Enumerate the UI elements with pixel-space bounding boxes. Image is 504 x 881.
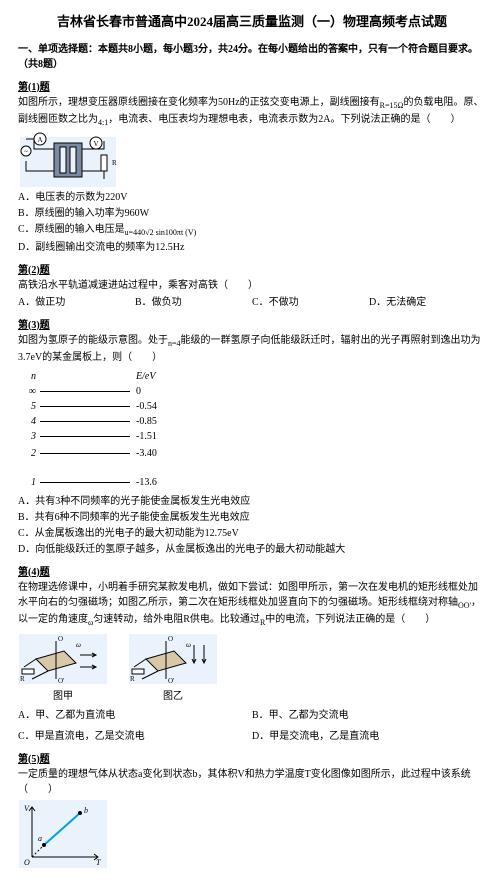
q3-opt-d: D．向低能级跃迁的氢原子越多，从金属板逸出的光电子的最大初动能越大 (18, 542, 486, 557)
q1-figure: A ~ V R (18, 131, 486, 189)
level-e: -0.54 (136, 399, 157, 414)
level-n: 1 (18, 475, 36, 490)
q1-text-a: 如图所示，理想变压器原线圈接在变化频率为50Hz的正弦交变电源上，副线圈接有 (18, 97, 380, 108)
q3-head-n: n (18, 369, 36, 384)
svg-text:O': O' (168, 677, 174, 685)
svg-text:O: O (24, 858, 30, 867)
q2-body: 高铁沿水平轨道减速进站过程中，乘客对高铁（ ） (18, 278, 486, 293)
svg-text:b: b (84, 806, 88, 815)
q4-figure-2: O O' ω R 图乙 (128, 633, 218, 704)
energy-level: ∞0 (18, 384, 486, 399)
q4-opt-c: C．甲是直流电，乙是交流电 (18, 729, 252, 744)
q2-opt-a: A．做正功 (18, 295, 135, 310)
q4-caption-1: 图甲 (18, 689, 108, 704)
q1-opt-a: A．电压表的示数为220V (18, 190, 486, 205)
q2-options: A．做正功 B．做负功 C．不做功 D．无法确定 (18, 295, 486, 310)
level-n: 5 (18, 399, 36, 414)
q3-opt-a: A．共有3种不同频率的光子能使金属板发生光电效应 (18, 494, 486, 509)
q1-label: 第(1)题 (18, 80, 486, 95)
level-e: -3.40 (136, 446, 157, 461)
q4-options-row2: C．甲是直流电，乙是交流电 D．甲是交流电，乙是直流电 (18, 729, 486, 744)
q4-label: 第(4)题 (18, 565, 486, 580)
svg-text:R: R (130, 675, 135, 683)
svg-text:R: R (20, 675, 25, 683)
level-n: 3 (18, 429, 36, 444)
svg-text:O: O (58, 635, 63, 643)
svg-text:R: R (112, 159, 117, 167)
q1-opt-c-formula: u=440√2 sin100πt (V) (125, 228, 197, 237)
level-e: -0.85 (136, 414, 157, 429)
svg-text:T: T (96, 858, 101, 867)
svg-text:~: ~ (24, 148, 28, 156)
section-header: 一、单项选择题：本题共8小题，每小题3分，共24分。在每小题给出的答案中，只有一… (18, 42, 486, 72)
q4-figures: O O' ω R 图甲 O O' ω R (18, 633, 486, 704)
q3-opt-b: B．共有6种不同频率的光子能使金属板发生光电效应 (18, 510, 486, 525)
q4-opt-b: B．甲、乙都为交流电 (252, 708, 486, 723)
q3-energy-diagram: n E/eV ∞0 5-0.54 4-0.85 3-1.51 2-3.40 1-… (18, 369, 486, 490)
q1-opt-c: C．原线圈的输入电压是u=440√2 sin100πt (V) (18, 222, 486, 239)
q1-opt-d: D．副线圈输出交流电的频率为12.5Hz (18, 240, 486, 255)
q3-text-a: 如图为氢原子的能级示意图。处于 (18, 335, 168, 346)
q4-body: 在物理选修课中，小明着手研究某款发电机，做如下尝试：如图甲所示，第一次在发电机的… (18, 580, 486, 629)
q4-text-a: 在物理选修课中，小明着手研究某款发电机，做如下尝试：如图甲所示，第一次在发电机的… (18, 582, 478, 608)
q4-oo: OO' (458, 601, 471, 610)
svg-text:O: O (168, 635, 173, 643)
level-n: 4 (18, 414, 36, 429)
q2-label: 第(2)题 (18, 263, 486, 278)
svg-text:O': O' (58, 677, 64, 685)
energy-level: 4 -0.85 (18, 414, 486, 429)
energy-level: 3 -1.51 (18, 429, 486, 444)
energy-level: 5 -0.54 (18, 399, 486, 414)
q1-opt-b: B．原线圈的输入功率为960W (18, 206, 486, 221)
q4-caption-2: 图乙 (128, 689, 218, 704)
q3-nval: n=4 (168, 339, 181, 348)
q5-body: 一定质量的理想气体从状态a变化到状态b，其体积V和热力学温度T变化图像如图所示，… (18, 767, 486, 797)
svg-text:ω: ω (76, 641, 81, 649)
q3-body: 如图为氢原子的能级示意图。处于n=4能级的一群氢原子向低能级跃迁时，辐射出的光子… (18, 333, 486, 365)
svg-text:A: A (37, 136, 42, 144)
svg-text:a: a (38, 834, 42, 843)
q1-opt-c-text: C．原线圈的输入电压是 (18, 224, 125, 235)
q1-ratio: 4:1 (98, 118, 108, 127)
q4-text-d: 中的电流，下列说法正确的是（ ） (265, 614, 435, 625)
q3-head-e: E/eV (136, 369, 155, 384)
level-e: 0 (136, 384, 141, 399)
q1-text-c: ，电流表、电压表均为理想电表，电流表示数为2A。下列说法正确的是（ ） (108, 114, 460, 125)
energy-level: 1 -13.6 (18, 475, 486, 490)
q3-opt-c: C．从金属板逸出的光电子的最大初动能为12.75eV (18, 526, 486, 541)
level-n: 2 (18, 446, 36, 461)
level-n: ∞ (18, 384, 36, 399)
q4-text-c: 匀速转动，给外电阻R供电。比较通过 (93, 614, 260, 625)
q4-options-row1: A．甲、乙都为直流电 B．甲、乙都为交流电 (18, 708, 486, 723)
level-e: -13.6 (136, 475, 157, 490)
page-title: 吉林省长春市普通高中2024届高三质量监测（一）物理高频考点试题 (18, 12, 486, 32)
svg-text:V: V (93, 140, 98, 148)
q4-opt-a: A．甲、乙都为直流电 (18, 708, 252, 723)
q4-opt-d: D．甲是交流电，乙是直流电 (252, 729, 486, 744)
q2-opt-d: D．无法确定 (369, 295, 486, 310)
q3-label: 第(3)题 (18, 318, 486, 333)
q2-opt-c: C．不做功 (252, 295, 369, 310)
energy-level: 2 -3.40 (18, 446, 486, 461)
q2-opt-b: B．做负功 (135, 295, 252, 310)
level-e: -1.51 (136, 429, 157, 444)
q1-body: 如图所示，理想变压器原线圈接在变化频率为50Hz的正弦交变电源上，副线圈接有R=… (18, 95, 486, 129)
svg-text:ω: ω (186, 641, 191, 649)
q1-R: R=15Ω (380, 101, 404, 110)
q5-figure: V T O a b (18, 799, 486, 869)
q5-label: 第(5)题 (18, 752, 486, 767)
q4-figure-1: O O' ω R 图甲 (18, 633, 108, 704)
